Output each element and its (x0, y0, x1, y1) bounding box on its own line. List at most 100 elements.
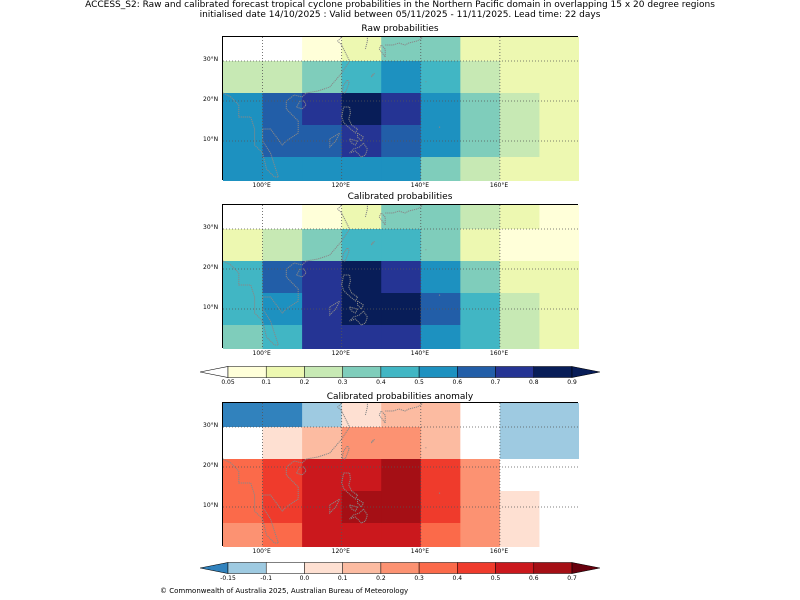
y-tick-label: 20°N (203, 264, 219, 271)
heatmap-cell (460, 157, 501, 181)
heatmap-cell (499, 491, 540, 524)
heatmap-cell (499, 293, 540, 326)
heatmap-cell (420, 157, 461, 181)
colorbar-segment (227, 562, 267, 574)
heatmap-cell (539, 261, 579, 294)
colorbar-tick-label: 0.4 (452, 575, 463, 582)
heatmap-cell (341, 403, 382, 428)
heatmap-cell (420, 205, 461, 230)
x-tick-label: 120°E (331, 548, 350, 555)
coastline (223, 37, 351, 178)
heatmap-cell (381, 403, 422, 428)
heatmap-cell (302, 261, 343, 294)
heatmap-cell (341, 93, 382, 126)
colorbar-tick-label: 0.0 (299, 575, 310, 582)
heatmap-cell (499, 61, 540, 94)
coastline (329, 131, 341, 149)
heatmap-cell (460, 205, 501, 230)
heatmap-cell (302, 93, 343, 126)
colorbar-tick-label: 0.05 (221, 379, 235, 386)
colorbar-tick-label: 0.9 (567, 379, 577, 386)
heatmap-cell (499, 261, 540, 294)
heatmap-cell (499, 93, 540, 126)
colorbar-tick-label: 0.3 (414, 575, 424, 582)
heatmap-cell (460, 523, 501, 547)
y-tick-label: 10°N (203, 136, 219, 143)
heatmap-cell (381, 427, 422, 460)
heatmap-cell (420, 93, 461, 126)
heatmap-cell (420, 229, 461, 262)
colorbar-over-arrow (571, 366, 601, 378)
y-tick-label: 30°N (203, 56, 219, 63)
heatmap-cell (302, 229, 343, 262)
y-tick-label: 20°N (203, 462, 219, 469)
colorbar-segment (495, 562, 535, 574)
colorbar-segment (304, 366, 343, 378)
coastline (349, 504, 359, 512)
heatmap-cell (302, 427, 343, 460)
heatmap-cell (341, 61, 382, 94)
heatmap-cell (381, 459, 422, 492)
colorbar-segment (457, 366, 496, 378)
coastline (370, 240, 375, 246)
colorbar-tick-label: 0.5 (490, 575, 501, 582)
colorbar-segment (265, 366, 305, 378)
figure-title-line2: initialised date 14/10/2025 : Valid betw… (199, 10, 601, 20)
colorbar-tick-label: 0.7 (567, 575, 577, 582)
heatmap-cell (539, 325, 579, 349)
coastline (364, 403, 368, 416)
colorbar-tick-label: 0.5 (414, 379, 424, 386)
coastline (438, 126, 441, 128)
heatmap-cell (499, 325, 540, 349)
colorbar-under-arrow (199, 562, 229, 574)
heatmap-cell (460, 37, 501, 62)
heatmap-cell (223, 403, 263, 428)
probability-colorbar (199, 363, 601, 378)
colorbar-tick-label: 0.8 (528, 379, 539, 386)
heatmap-cell (223, 229, 263, 262)
coastline (341, 78, 350, 94)
heatmap-cell (223, 427, 263, 460)
heatmap-cell (420, 427, 461, 460)
x-tick-label: 160°E (489, 182, 509, 189)
heatmap-cell (381, 491, 422, 524)
heatmap-cell (539, 403, 579, 428)
colorbar-segment (418, 366, 458, 378)
coastline (385, 37, 424, 46)
x-tick-label: 140°E (410, 182, 430, 189)
heatmap-cell (223, 459, 263, 492)
heatmap-svg (223, 37, 579, 181)
heatmap-cell (381, 229, 422, 262)
colorbar-under-arrow (199, 366, 229, 378)
heatmap-cell (262, 523, 303, 547)
colorbar-segment (495, 366, 535, 378)
heatmap-cell (341, 325, 382, 349)
heatmap-cell (420, 37, 461, 62)
colorbar-tick-label: 0.1 (261, 379, 271, 386)
colorbar-tick-label: -0.1 (260, 575, 273, 582)
heatmap-cell (381, 261, 422, 294)
heatmap-cell (381, 523, 422, 547)
heatmap-cell (302, 325, 343, 349)
colorbar-segment (304, 562, 343, 574)
x-tick-label: 160°E (489, 350, 509, 357)
heatmap-cell (302, 61, 343, 94)
colorbar-segment (533, 366, 573, 378)
coastline (385, 403, 424, 412)
x-tick-label: 140°E (410, 548, 430, 555)
colorbar-svg (199, 366, 601, 378)
x-tick-label: 120°E (331, 182, 350, 189)
y-tick-label: 10°N (203, 304, 219, 311)
heatmap-cell (223, 61, 263, 94)
heatmap-cell (539, 37, 579, 62)
colorbar-segment (265, 562, 305, 574)
heatmap-cell (381, 61, 422, 94)
panel-title-raw: Raw probabilities (361, 24, 439, 34)
heatmap-cell (539, 523, 579, 547)
coastline (223, 205, 351, 346)
heatmap-cell (341, 261, 382, 294)
coastline (357, 300, 365, 310)
colorbar-segment (380, 366, 420, 378)
heatmap-cell (262, 325, 303, 349)
heatmap-cell (223, 261, 263, 294)
